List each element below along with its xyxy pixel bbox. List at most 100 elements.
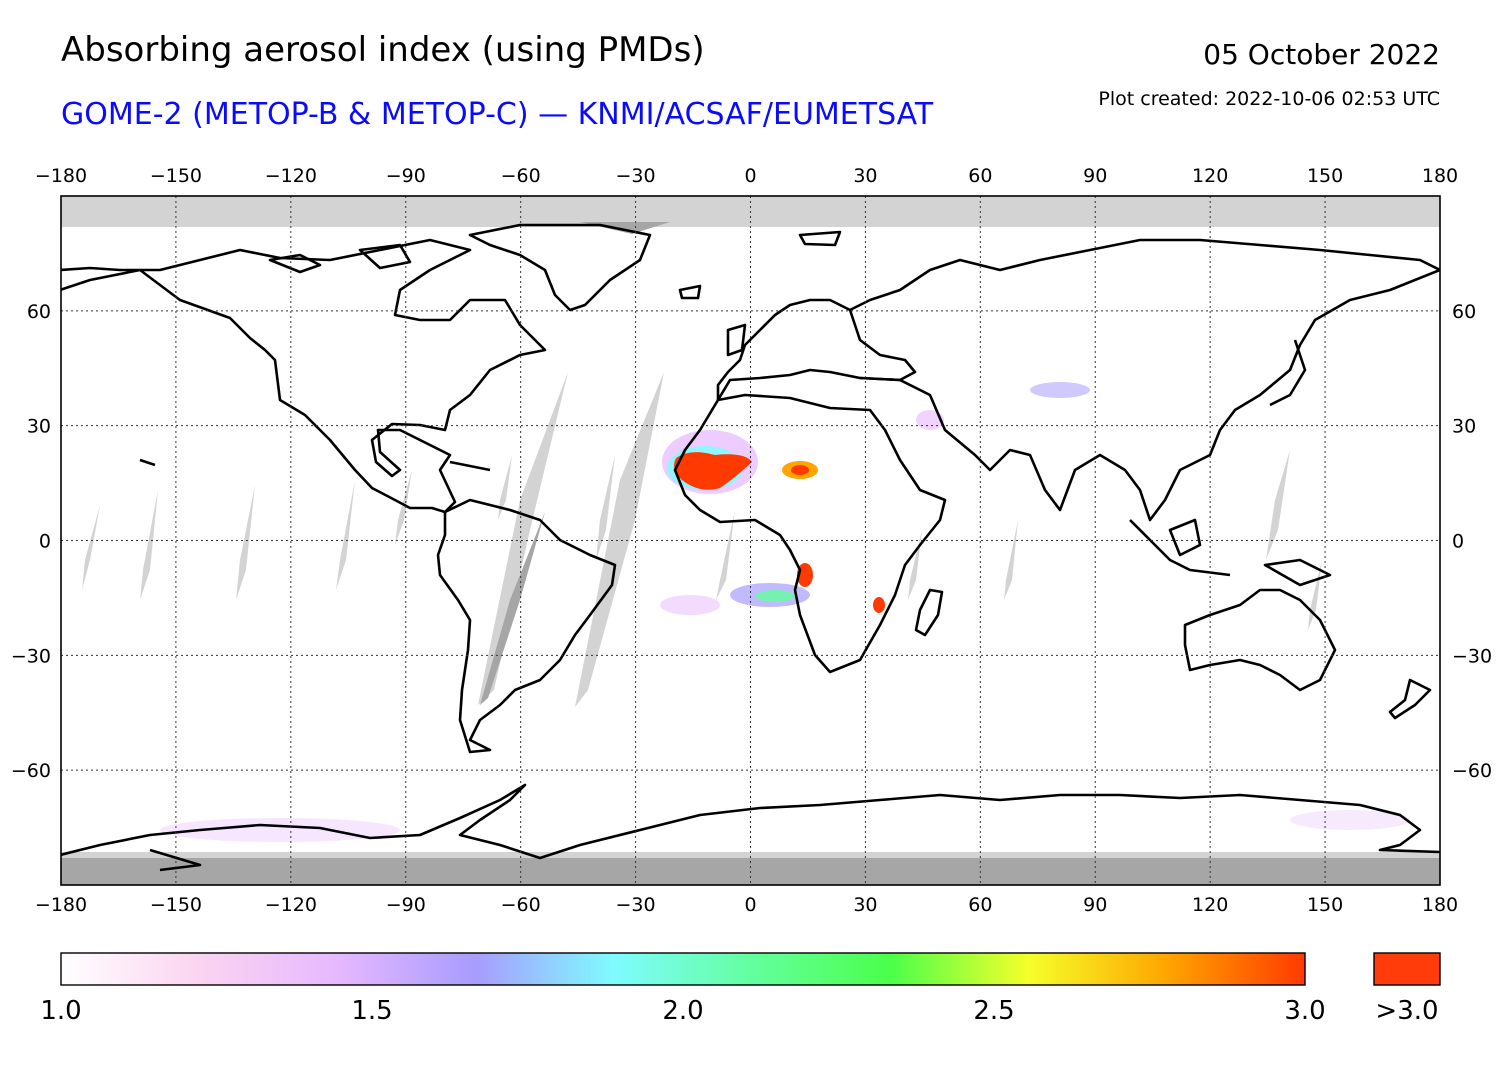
coastline-north-america bbox=[61, 238, 547, 514]
orbit-gap bbox=[498, 455, 512, 520]
lon-tick-label: 90 bbox=[1083, 165, 1107, 187]
lat-tick-label: 60 bbox=[27, 301, 51, 323]
lat-tick-label: 60 bbox=[1452, 301, 1476, 323]
colorbar-over-label: >3.0 bbox=[1375, 996, 1438, 1026]
orbit-gap bbox=[236, 485, 255, 600]
aerosol-plume-low bbox=[660, 595, 720, 615]
coastline-borneo bbox=[1168, 518, 1202, 557]
coastline-australia bbox=[1183, 588, 1337, 692]
lon-tick-label: −60 bbox=[501, 165, 541, 187]
lat-tick-label: 30 bbox=[27, 416, 51, 438]
lon-tick-labels-top: −180 −150 −120 −90 −60 −30 0 30 60 90 120 150 180 bbox=[35, 165, 1458, 187]
lon-tick-label: 150 bbox=[1307, 165, 1343, 187]
orbit-gap bbox=[1266, 450, 1290, 560]
lon-tick-labels-bottom: −180 −150 −120 −90 −60 −30 0 30 60 90 120 150 180 bbox=[35, 894, 1458, 916]
aerosol-plume-high bbox=[791, 465, 809, 475]
coastline-europe bbox=[716, 298, 917, 402]
coastline-africa bbox=[673, 393, 947, 674]
orbit-gap bbox=[336, 480, 355, 590]
lon-tick-label: −180 bbox=[35, 894, 87, 916]
orbit-gap bbox=[716, 510, 735, 600]
lat-tick-label: −60 bbox=[1452, 760, 1492, 782]
aerosol-plume-low bbox=[1290, 810, 1410, 830]
lon-tick-label: −30 bbox=[616, 165, 656, 187]
colorbar-tick-label: 3.0 bbox=[1284, 996, 1325, 1026]
aerosol-plume-low bbox=[160, 818, 400, 842]
coastline-greenland bbox=[468, 223, 652, 312]
map-date: 05 October 2022 bbox=[1203, 38, 1440, 71]
map-subtitle: GOME-2 (METOP-B & METOP-C) — KNMI/ACSAF/… bbox=[61, 97, 934, 132]
orbit-gap bbox=[395, 470, 412, 545]
coastline-new-zealand bbox=[1388, 678, 1432, 720]
colorbar-tick-label: 2.0 bbox=[662, 996, 703, 1026]
lon-tick-label: 0 bbox=[744, 165, 756, 187]
coastline-hawaii bbox=[139, 458, 156, 467]
map-frame bbox=[60, 195, 1441, 886]
aerosol-plume-low bbox=[916, 410, 944, 430]
map-title: Absorbing aerosol index (using PMDs) bbox=[61, 30, 705, 70]
coastline-south-america bbox=[436, 498, 617, 754]
lon-tick-label: 30 bbox=[853, 165, 877, 187]
coastline-arctic-island bbox=[268, 253, 322, 274]
aerosol-plume-high bbox=[873, 597, 885, 613]
orbit-gap bbox=[82, 505, 100, 590]
lat-tick-label: −30 bbox=[1452, 645, 1492, 667]
coastline-asia bbox=[849, 238, 1440, 522]
lon-tick-label: 30 bbox=[853, 894, 877, 916]
aerosol-plume-high bbox=[797, 563, 813, 587]
coastline-arctic-island bbox=[358, 243, 412, 270]
lat-tick-labels-right: 60 30 0 −30 −60 bbox=[1452, 301, 1492, 782]
coastline-indonesia bbox=[1129, 519, 1231, 577]
colorbar bbox=[60, 952, 1306, 986]
colorbar-tick-label: 2.5 bbox=[973, 996, 1014, 1026]
aerosol-plume-high bbox=[674, 452, 752, 490]
orbit-gap bbox=[596, 455, 615, 560]
lat-tick-label: −30 bbox=[11, 645, 51, 667]
lon-tick-label: 120 bbox=[1192, 165, 1228, 187]
coastline-new-guinea bbox=[1263, 558, 1332, 587]
aerosol-plume-low bbox=[1030, 382, 1090, 398]
lon-tick-label: −120 bbox=[265, 894, 317, 916]
colorbar-tick-label: 1.5 bbox=[351, 996, 392, 1026]
lat-tick-label: 30 bbox=[1452, 416, 1476, 438]
coastline-antarctica bbox=[61, 783, 1440, 860]
lon-tick-label: −150 bbox=[150, 165, 202, 187]
map-background bbox=[61, 196, 1440, 885]
lon-tick-label: −90 bbox=[386, 165, 426, 187]
lon-tick-label: 150 bbox=[1307, 894, 1343, 916]
lon-tick-label: −30 bbox=[616, 894, 656, 916]
lon-tick-label: −60 bbox=[501, 894, 541, 916]
coastline-uk bbox=[726, 323, 747, 357]
plot-created-timestamp: Plot created: 2022-10-06 02:53 UTC bbox=[1098, 88, 1440, 110]
lon-tick-label: 0 bbox=[744, 894, 756, 916]
lon-tick-label: 180 bbox=[1422, 894, 1458, 916]
orbit-gap bbox=[575, 372, 664, 707]
lat-tick-label: 0 bbox=[1452, 531, 1464, 553]
lon-tick-label: −150 bbox=[150, 894, 202, 916]
colorbar-tick-label: 1.0 bbox=[40, 996, 81, 1026]
lon-tick-label: −180 bbox=[35, 165, 87, 187]
coastline-svalbard bbox=[798, 230, 842, 247]
lat-tick-labels-left: 60 30 0 −30 −60 bbox=[11, 301, 51, 782]
lat-tick-label: 0 bbox=[39, 531, 51, 553]
lon-tick-label: 60 bbox=[968, 165, 992, 187]
orbit-gap bbox=[140, 490, 158, 600]
lon-tick-label: 60 bbox=[968, 894, 992, 916]
lon-tick-label: 120 bbox=[1192, 894, 1228, 916]
lon-tick-label: 180 bbox=[1422, 165, 1458, 187]
lon-tick-label: 90 bbox=[1083, 894, 1107, 916]
aerosol-plumes bbox=[160, 382, 1410, 842]
coastline-antarctic-shelf bbox=[149, 848, 202, 872]
orbit-gap bbox=[478, 372, 568, 705]
orbit-overlap-dark bbox=[480, 512, 545, 705]
colorbar-over-box bbox=[1373, 952, 1441, 986]
lon-tick-label: −90 bbox=[386, 894, 426, 916]
colorbar-labels: 1.0 1.5 2.0 2.5 3.0 bbox=[40, 996, 1325, 1026]
lat-tick-label: −60 bbox=[11, 760, 51, 782]
coastline-madagascar bbox=[914, 588, 944, 637]
coastline-japan bbox=[1269, 339, 1307, 407]
aerosol-plume-mid bbox=[755, 590, 795, 602]
lon-tick-label: −120 bbox=[265, 165, 317, 187]
south-nodata-edge bbox=[61, 852, 1440, 858]
